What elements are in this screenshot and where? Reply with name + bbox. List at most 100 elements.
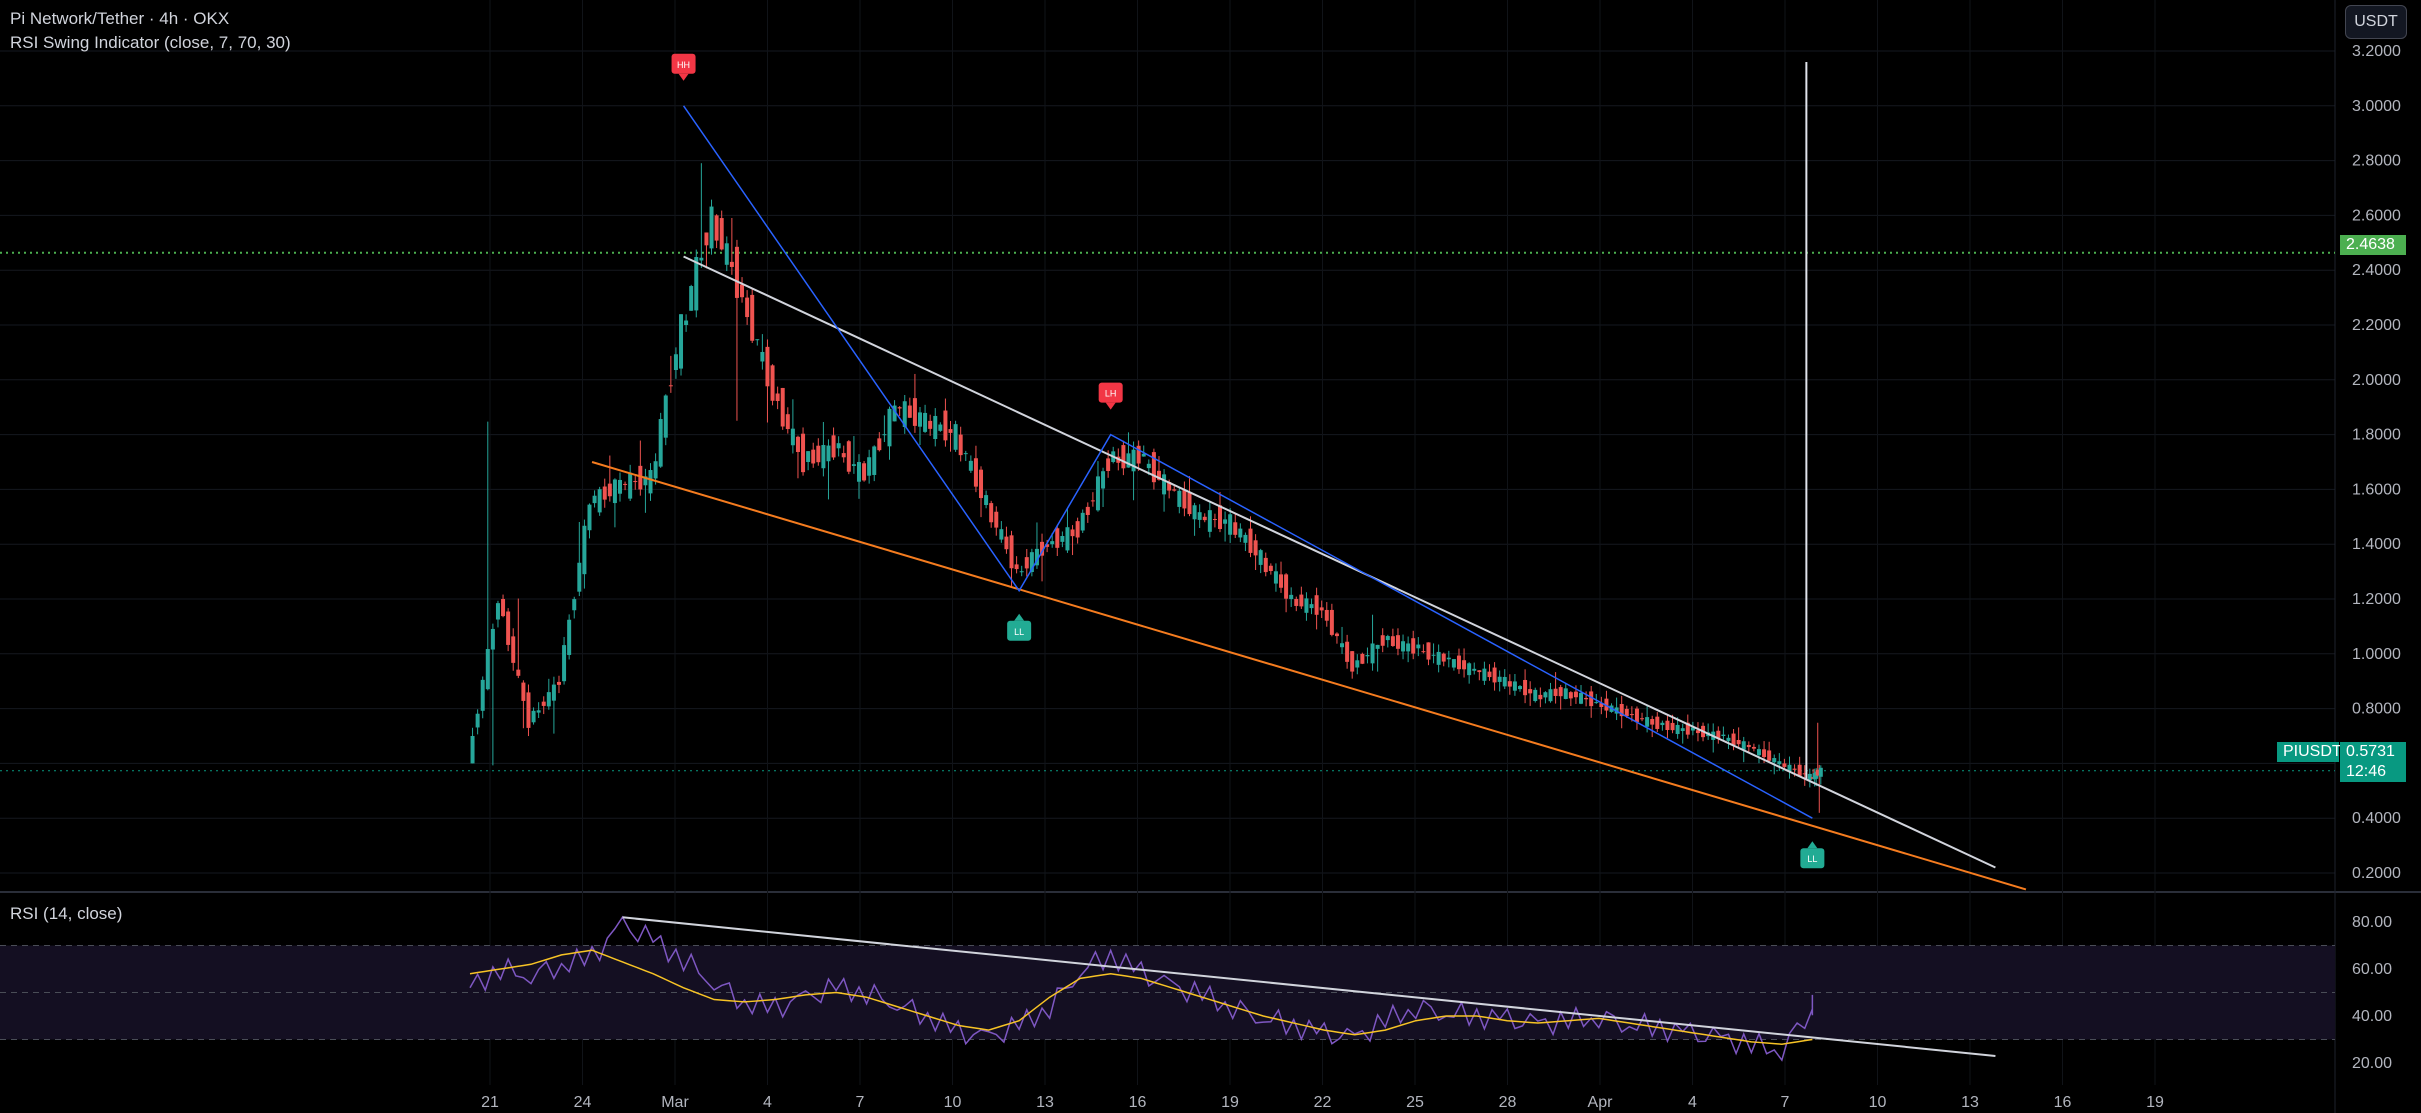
candle-body xyxy=(1268,565,1273,571)
swing-label-text: LH xyxy=(1105,389,1117,399)
candle-body xyxy=(1192,505,1197,520)
candle-body xyxy=(1004,536,1009,550)
candle-body xyxy=(668,385,673,387)
indicator-title[interactable]: RSI Swing Indicator (close, 7, 70, 30) xyxy=(10,33,291,52)
candle-body xyxy=(1736,739,1741,745)
candle-body xyxy=(577,562,582,592)
candle-body xyxy=(1029,552,1034,573)
candle-body xyxy=(699,257,704,261)
swing-label-ll: LL xyxy=(1007,613,1032,641)
candle-body xyxy=(958,434,963,456)
swing-label-text: LL xyxy=(1807,854,1817,864)
candle-body xyxy=(1334,633,1339,637)
candle-body xyxy=(1014,564,1019,570)
candle-body xyxy=(1558,687,1563,697)
candle-body xyxy=(506,611,511,645)
candle-body xyxy=(719,218,724,250)
currency-button[interactable]: USDT xyxy=(2345,5,2407,39)
trendline-resistance[interactable] xyxy=(683,255,1996,869)
candle-body xyxy=(968,460,973,471)
trendline-support[interactable] xyxy=(591,461,2027,891)
candle-body xyxy=(1299,594,1304,607)
candle-body xyxy=(1151,452,1156,483)
price-axis-label: 1.6000 xyxy=(2352,481,2401,498)
time-axis-label: 24 xyxy=(574,1094,592,1111)
candle-body xyxy=(1456,655,1461,670)
price-axis-label: 2.4000 xyxy=(2352,262,2401,279)
candle-body xyxy=(1680,728,1685,732)
candle-body xyxy=(1487,671,1492,678)
candle-body xyxy=(1314,595,1319,615)
candle-body xyxy=(1746,744,1751,748)
candle-body xyxy=(1721,734,1726,736)
time-axis-label: 21 xyxy=(481,1094,499,1111)
candle-body xyxy=(1126,453,1131,468)
candle-body xyxy=(923,412,928,432)
candle-body xyxy=(648,470,653,494)
candle-body xyxy=(1212,519,1217,521)
candle-body xyxy=(1411,638,1416,654)
candle-body xyxy=(1060,536,1065,542)
candle-body xyxy=(1273,571,1278,584)
swing-label-pointer xyxy=(678,73,689,81)
candle-body xyxy=(1579,692,1584,704)
candle-body xyxy=(1243,534,1248,543)
candle-body xyxy=(673,354,678,371)
rsi-pane[interactable] xyxy=(0,915,2335,1062)
candle-body xyxy=(1187,492,1192,515)
candle-body xyxy=(999,529,1004,540)
candle-body xyxy=(851,464,856,466)
candle-body xyxy=(1589,691,1594,707)
candle-body xyxy=(1787,764,1792,772)
candle-body xyxy=(1350,651,1355,672)
candle-body xyxy=(1289,594,1294,600)
rsi-title[interactable]: RSI (14, close) xyxy=(10,904,123,923)
time-axis-label: 10 xyxy=(1869,1094,1887,1111)
candle-body xyxy=(1594,702,1599,704)
candle-body xyxy=(1818,767,1823,777)
rsi-ma-line[interactable] xyxy=(469,949,1813,1045)
price-pane[interactable]: HH LH LL LL xyxy=(0,53,2335,891)
candle-body xyxy=(602,486,607,500)
candle-body xyxy=(790,428,795,446)
time-axis-label: 25 xyxy=(1406,1094,1424,1111)
candle-body xyxy=(892,405,897,422)
candle-body xyxy=(1080,512,1085,531)
candle-body xyxy=(495,603,500,620)
candle-body xyxy=(1451,659,1456,668)
candle-body xyxy=(1340,643,1345,648)
candle-body xyxy=(694,257,699,311)
time-axis-label: 13 xyxy=(1961,1094,1979,1111)
rsi-axis-label: 40.00 xyxy=(2352,1008,2392,1025)
candle-body xyxy=(1538,694,1543,700)
time-axis-label: 4 xyxy=(1688,1094,1697,1111)
candle-body xyxy=(1090,500,1095,502)
price-axis-label: 1.2000 xyxy=(2352,591,2401,608)
trendline-swing[interactable] xyxy=(682,105,1813,819)
candle-body xyxy=(862,463,867,481)
candle-body xyxy=(729,261,734,267)
candle-body xyxy=(1741,741,1746,750)
candle-body xyxy=(1207,510,1212,532)
candle-body xyxy=(1421,651,1426,653)
candle-body xyxy=(1446,657,1451,660)
rsi-trendline[interactable] xyxy=(622,916,1996,1057)
symbol-title[interactable]: Pi Network/Tether · 4h · OKX xyxy=(10,9,230,28)
candle-body xyxy=(811,449,816,464)
swing-label-pointer xyxy=(1807,841,1818,849)
candle-body xyxy=(1716,730,1721,739)
time-axis-label: 16 xyxy=(2054,1094,2072,1111)
swing-label-box xyxy=(1007,620,1032,641)
candle-body xyxy=(1553,688,1558,696)
candle-body xyxy=(1685,722,1690,735)
candle-body xyxy=(1543,692,1548,698)
candle-body xyxy=(643,476,648,486)
rsi-line[interactable] xyxy=(469,915,1814,1062)
candle-body xyxy=(541,701,546,706)
candle-body xyxy=(1121,445,1126,469)
candle-body xyxy=(740,284,745,298)
time-axis-label: 10 xyxy=(944,1094,962,1111)
countdown-tag: 12:46 xyxy=(2340,762,2406,782)
candle-body xyxy=(846,441,851,472)
